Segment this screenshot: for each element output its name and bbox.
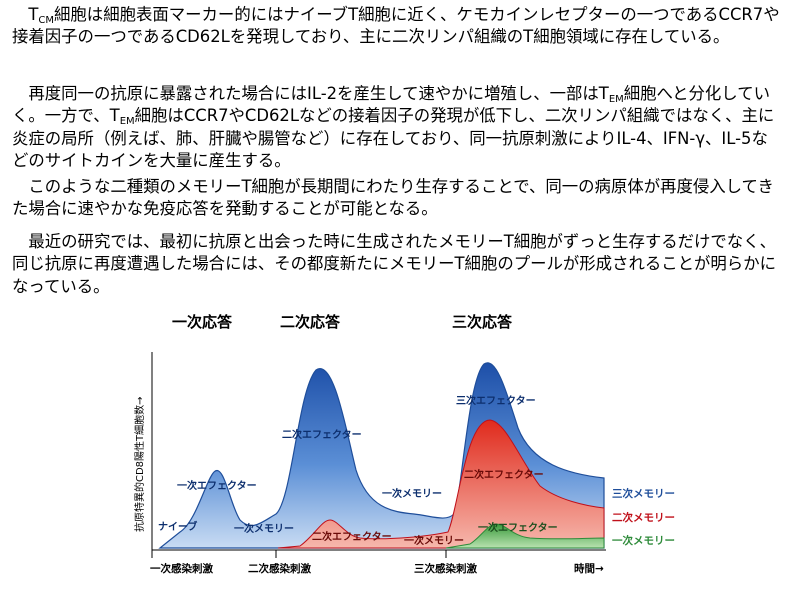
x-tick-label-1: 一次感染刺激 [150, 562, 213, 575]
p2-part-2: 細胞へと分化していく。一方で、T [12, 84, 770, 126]
phase-label-3: 三次応答 [452, 313, 513, 331]
paragraph-1: TCM細胞は細胞表面マーカー的にはナイーブT細胞に近く、ケモカインレセプターの一… [12, 4, 782, 49]
tcm-subscript: CM [38, 15, 55, 26]
label-effector2-small: 二次エフェクター [312, 530, 392, 543]
x-tick-label-3: 三次感染刺激 [414, 562, 477, 575]
label-memory1-b: 一次メモリー [382, 487, 442, 500]
tem-subscript-2: EM [119, 116, 135, 128]
label-effector2-b: 二次エフェクター [464, 468, 544, 481]
x-tick-label-2: 二次感染刺激 [248, 562, 311, 575]
x-axis-label: 時間→ [574, 562, 604, 575]
paragraph-3: このような二種類のメモリーT細胞が長期間にわたり生存することで、同一の病原体が再… [12, 176, 782, 221]
red-secondary-area [277, 419, 605, 549]
y-axis-label: 抗原特異的CD8陽性T細胞数→ [133, 396, 146, 532]
label-memory1-a: 一次メモリー [234, 522, 294, 535]
label-effector1: 一次エフェクター [177, 479, 257, 492]
phase-label-2: 二次応答 [280, 313, 341, 331]
label-effector2: 二次エフェクター [282, 428, 362, 441]
legend-memory1: 一次メモリー [612, 534, 675, 547]
tcm-prefix: T [28, 5, 39, 24]
paragraph-4: 最近の研究では、最初に抗原と出会った時に生成されたメモリーT細胞がずっと生存する… [12, 231, 782, 298]
legend-memory2: 二次メモリー [612, 511, 675, 524]
tem-subscript-1: EM [608, 94, 624, 105]
legend-memory3: 三次メモリー [612, 487, 675, 500]
memory-t-cell-response-chart: 抗原特異的CD8陽性T細胞数→ 一次応答 二次応答 三次応答 一次感染刺激 二次… [133, 313, 675, 575]
p2-part-1: 再度同一の抗原に暴露された場合にはIL-2を産生して速やかに増殖し、一部はT [28, 84, 609, 103]
label-effector1-b: 一次エフェクター [478, 521, 558, 534]
label-naive: ナイーブ [158, 520, 197, 533]
paragraph-1-text: 細胞は細胞表面マーカー的にはナイーブT細胞に近く、ケモカインレセプターの一つであ… [12, 5, 780, 47]
paragraph-3-text: このような二種類のメモリーT細胞が長期間にわたり生存することで、同一の病原体が再… [12, 177, 774, 219]
phase-label-1: 一次応答 [172, 313, 233, 331]
paragraph-4-text: 最近の研究では、最初に抗原と出会った時に生成されたメモリーT細胞がずっと生存する… [12, 232, 776, 296]
green-primary-area [445, 523, 605, 549]
p2-part-3: 細胞はCCR7やCD62Lなどの接着因子の発現が低下し、二次リンパ組織ではなく、… [12, 106, 775, 171]
label-effector3: 三次エフェクター [456, 394, 536, 407]
paragraph-2: 再度同一の抗原に暴露された場合にはIL-2を産生して速やかに増殖し、一部はTEM… [12, 83, 782, 173]
label-memory1-c: 一次メモリー [404, 534, 464, 547]
